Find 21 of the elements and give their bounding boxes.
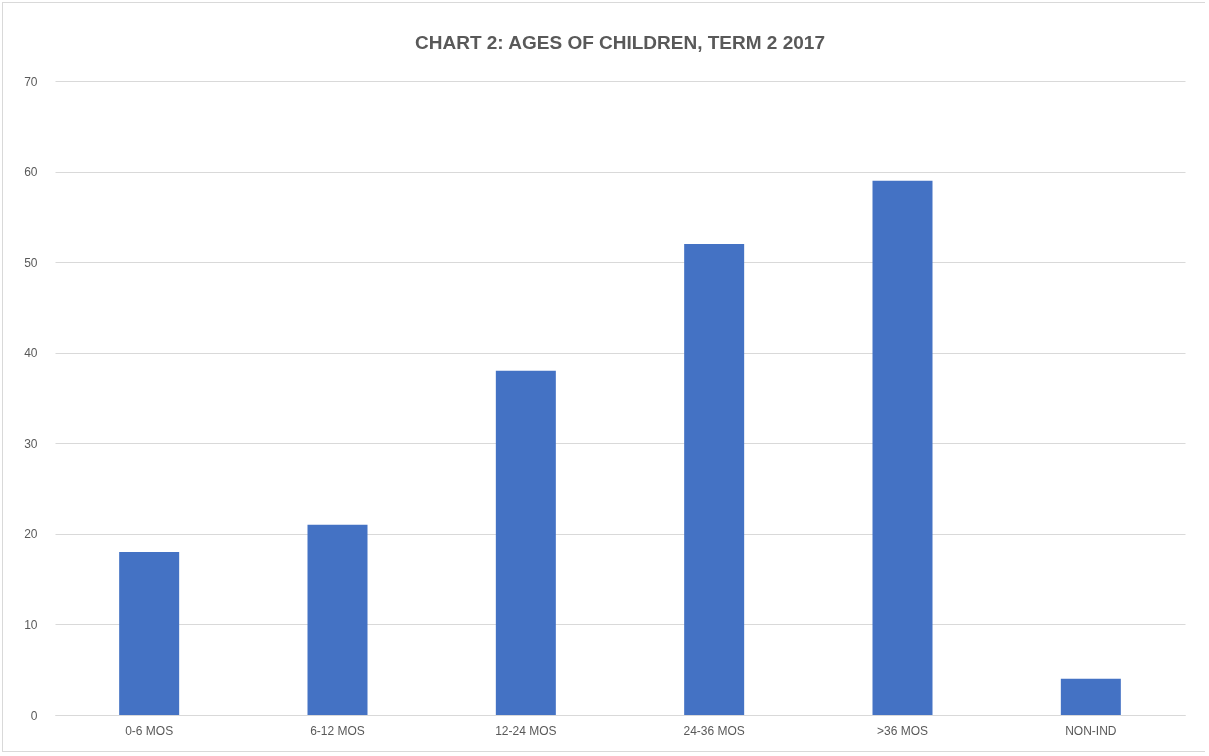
y-tick-label: 20 bbox=[24, 527, 38, 542]
y-tick-label: 70 bbox=[24, 74, 38, 89]
x-tick-label: 0-6 MOS bbox=[125, 723, 174, 738]
y-tick-label: 0 bbox=[30, 708, 38, 723]
bar bbox=[119, 551, 180, 715]
x-tick-label: >36 MOS bbox=[876, 723, 929, 738]
x-tick-label: 6-12 MOS bbox=[310, 723, 365, 738]
y-tick-label: 40 bbox=[24, 346, 38, 361]
bar bbox=[872, 180, 933, 715]
bar bbox=[307, 524, 368, 715]
y-tick-label: 10 bbox=[24, 617, 38, 632]
bar bbox=[684, 244, 745, 715]
x-tick-label: NON-IND bbox=[1065, 723, 1117, 738]
x-tick-label: 24-36 MOS bbox=[683, 723, 745, 738]
chart-title: CHART 2: AGES OF CHILDREN, TERM 2 2017 bbox=[415, 32, 825, 53]
x-tick-label: 12-24 MOS bbox=[495, 723, 557, 738]
y-tick-label: 30 bbox=[24, 436, 38, 451]
bar bbox=[495, 370, 556, 715]
y-tick-label: 60 bbox=[24, 165, 38, 180]
bar bbox=[1060, 678, 1121, 715]
y-tick-label: 50 bbox=[24, 255, 38, 270]
